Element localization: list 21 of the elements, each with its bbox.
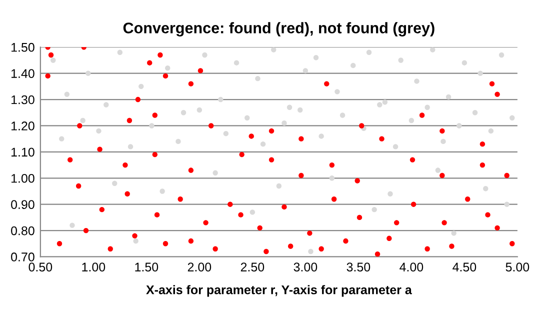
x-tick-label: 0.50 — [28, 262, 52, 272]
chart-title: Convergence: found (red), not found (grey) — [123, 22, 434, 36]
x-tick-label: 5.00 — [506, 262, 530, 272]
x-tick-label: 3.00 — [294, 262, 318, 272]
x-axis-title: X-axis for parameter r, Y-axis for parameter a — [146, 285, 412, 297]
x-tick-label: 2.00 — [188, 262, 212, 272]
y-tick-label: 1.10 — [11, 148, 34, 157]
x-tick-label: 3.50 — [346, 262, 370, 272]
x-tick-label: 2.50 — [240, 262, 264, 272]
x-tick-label: 4.50 — [452, 262, 476, 272]
y-tick-label: 0.80 — [11, 226, 34, 236]
y-tick-label: 1.30 — [11, 95, 34, 104]
y-tick-label: 0.90 — [11, 200, 34, 209]
x-tick-label: 1.00 — [82, 262, 106, 272]
x-tick-label: 1.50 — [135, 262, 158, 272]
y-tick-label: 0.70 — [11, 252, 34, 262]
y-tick-label: 1.20 — [11, 122, 34, 130]
y-tick-label: 1.00 — [11, 174, 34, 183]
x-tick-label: 4.00 — [400, 262, 424, 272]
y-tick-label: 1.50 — [11, 42, 34, 52]
y-tick-label: 1.40 — [11, 69, 34, 78]
